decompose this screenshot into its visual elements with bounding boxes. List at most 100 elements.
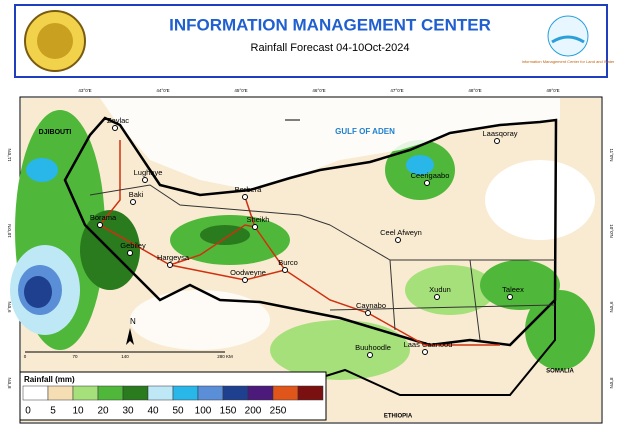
legend-swatch bbox=[97, 385, 124, 401]
city-dot bbox=[494, 138, 500, 144]
blob bbox=[24, 276, 52, 308]
coord-label: 10°0'N bbox=[7, 224, 12, 237]
blob bbox=[200, 225, 250, 245]
coord-label: 44°0'E bbox=[156, 88, 169, 93]
city-label: Berbera bbox=[235, 185, 263, 194]
scale-label: 0 bbox=[24, 354, 27, 359]
city-dot bbox=[127, 250, 133, 256]
city-label: Ceel Afweyn bbox=[380, 228, 422, 237]
city-dot bbox=[242, 277, 248, 283]
city-dot bbox=[252, 224, 258, 230]
region-label: GULF OF ADEN bbox=[335, 127, 395, 136]
city-label: Lughaye bbox=[134, 168, 163, 177]
coord-label: 48°0'E bbox=[468, 88, 481, 93]
scale-label: 70 bbox=[72, 354, 78, 359]
coord-label: 43°0'E bbox=[78, 88, 91, 93]
coord-label: 9°0'N bbox=[7, 302, 12, 313]
legend-title: Rainfall (mm) bbox=[24, 375, 75, 384]
coord-label: 11°0'N bbox=[7, 148, 12, 161]
city-dot bbox=[97, 222, 103, 228]
legend-swatch bbox=[297, 385, 324, 401]
logo-wave bbox=[551, 35, 585, 44]
city-dot bbox=[242, 194, 248, 200]
city-label: Laasqoray bbox=[482, 129, 517, 138]
legend-swatch bbox=[197, 385, 224, 401]
coord-label: 8°0'N bbox=[7, 378, 12, 389]
legend-swatch bbox=[272, 385, 299, 401]
emblem-inner bbox=[37, 23, 73, 59]
city-dot bbox=[167, 262, 173, 268]
city-dot bbox=[434, 294, 440, 300]
header-title: INFORMATION MANAGEMENT CENTER bbox=[169, 15, 491, 34]
city-label: Taleex bbox=[502, 285, 524, 294]
city-dot bbox=[507, 294, 513, 300]
region-label: DJIBOUTI bbox=[39, 129, 72, 136]
legend-break: 0 bbox=[25, 406, 31, 417]
coord-label: 9°0'N bbox=[609, 302, 614, 313]
coord-label: 45°0'E bbox=[234, 88, 247, 93]
city-dot bbox=[367, 352, 373, 358]
legend-swatch bbox=[47, 385, 74, 401]
city-label: Caynabo bbox=[356, 301, 386, 310]
blob bbox=[525, 290, 595, 370]
blob bbox=[26, 158, 58, 182]
coord-label: 49°0'E bbox=[546, 88, 559, 93]
blob bbox=[130, 290, 270, 350]
blob bbox=[406, 155, 434, 175]
city-label: Xudun bbox=[429, 285, 451, 294]
logo-text: Information Management Center for Land a… bbox=[522, 59, 615, 64]
border bbox=[264, 300, 556, 396]
city-label: Gebiley bbox=[120, 241, 146, 250]
city-dot bbox=[424, 180, 430, 186]
legend-break: 100 bbox=[195, 406, 212, 417]
city-dot bbox=[282, 267, 288, 273]
city-label: Sheikh bbox=[247, 215, 270, 224]
boundary bbox=[63, 116, 558, 347]
legend-swatch bbox=[72, 385, 99, 401]
city-label: Hargeysa bbox=[157, 253, 190, 262]
legend-swatch bbox=[247, 385, 274, 401]
district-lines bbox=[89, 184, 556, 341]
blob bbox=[485, 160, 595, 240]
sea bbox=[75, 98, 560, 190]
city-label: Laas Caanood bbox=[404, 340, 453, 349]
legend-swatch bbox=[172, 385, 199, 401]
legend-swatch bbox=[147, 385, 174, 401]
legend-break: 30 bbox=[122, 406, 134, 417]
city-label: Buuhoodle bbox=[355, 343, 391, 352]
city-label: Borama bbox=[90, 213, 117, 222]
legend-swatch bbox=[222, 385, 249, 401]
city-dot bbox=[130, 199, 136, 205]
north-label: N bbox=[130, 317, 136, 326]
coord-label: 8°0'N bbox=[609, 378, 614, 389]
legend-break: 10 bbox=[72, 406, 84, 417]
coord-label: 47°0'E bbox=[390, 88, 403, 93]
city-label: Burco bbox=[278, 258, 298, 267]
legend-swatch bbox=[122, 385, 149, 401]
city-label: Ceerigaabo bbox=[411, 171, 450, 180]
region-label: ETHIOPIA bbox=[384, 414, 413, 420]
legend-swatch bbox=[22, 385, 49, 401]
legend-break: 5 bbox=[50, 406, 56, 417]
city-label: Oodweyne bbox=[230, 268, 266, 277]
legend-break: 40 bbox=[147, 406, 159, 417]
coord-label: 11°0'N bbox=[609, 148, 614, 161]
header-box bbox=[14, 4, 608, 78]
north-arrow bbox=[126, 328, 134, 345]
city-dot bbox=[112, 125, 118, 131]
city-label: Baki bbox=[129, 190, 144, 199]
header-subtitle: Rainfall Forecast 04-10Oct-2024 bbox=[251, 42, 410, 54]
legend-break: 150 bbox=[220, 406, 237, 417]
coord-label: 10°0'N bbox=[609, 224, 614, 237]
legend-break: 250 bbox=[270, 406, 287, 417]
city-label: Zeylac bbox=[107, 116, 129, 125]
scale-label: 280 KM bbox=[217, 354, 233, 359]
city-dot bbox=[395, 237, 401, 243]
legend-break: 200 bbox=[245, 406, 262, 417]
map bbox=[10, 96, 603, 424]
city-dot bbox=[422, 349, 428, 355]
legend-break: 20 bbox=[97, 406, 109, 417]
coord-label: 46°0'E bbox=[312, 88, 325, 93]
